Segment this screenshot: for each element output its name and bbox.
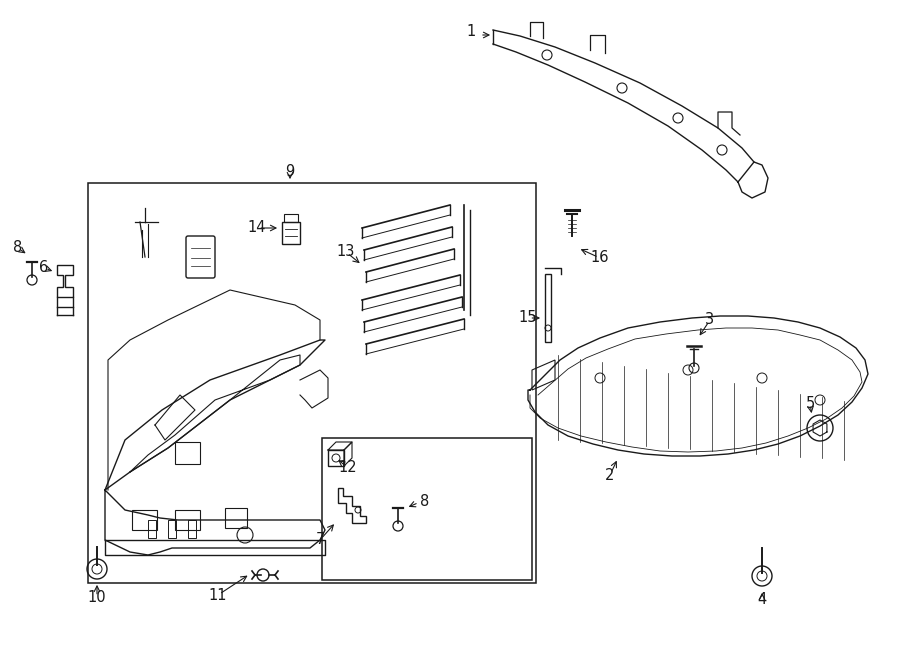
Text: 6: 6 <box>40 260 49 276</box>
Text: 9: 9 <box>285 165 294 180</box>
Bar <box>88 183 536 583</box>
Bar <box>132 510 157 530</box>
Text: 8: 8 <box>14 241 22 256</box>
Bar <box>284 214 298 222</box>
Text: 12: 12 <box>338 461 357 475</box>
Text: 8: 8 <box>420 494 429 510</box>
Bar <box>282 222 300 244</box>
Bar <box>188 520 196 538</box>
Text: 1: 1 <box>467 24 476 40</box>
Bar <box>168 520 176 538</box>
Bar <box>175 510 200 530</box>
Text: 13: 13 <box>337 245 356 260</box>
Bar <box>322 438 532 580</box>
Text: 16: 16 <box>590 251 609 266</box>
Bar <box>328 450 344 466</box>
Bar <box>175 442 200 464</box>
Bar <box>545 274 551 342</box>
Text: 10: 10 <box>87 590 106 605</box>
Bar <box>225 508 247 528</box>
Text: 5: 5 <box>806 395 814 410</box>
Text: 3: 3 <box>706 313 715 327</box>
Text: 14: 14 <box>248 221 266 235</box>
Text: 11: 11 <box>209 588 227 602</box>
Text: 2: 2 <box>606 467 615 483</box>
Text: 15: 15 <box>518 311 537 325</box>
Text: 7: 7 <box>315 533 325 547</box>
Bar <box>148 520 156 538</box>
Text: 4: 4 <box>758 592 767 607</box>
